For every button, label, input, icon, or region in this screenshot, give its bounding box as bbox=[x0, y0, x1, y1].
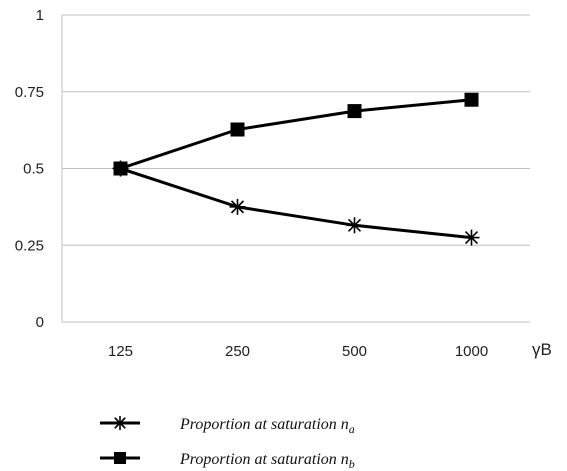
y-tick-label: 0.25 bbox=[15, 237, 44, 254]
y-tick-label: 0 bbox=[36, 314, 44, 331]
grid-lines bbox=[61, 14, 530, 323]
x-tick-label: 500 bbox=[342, 343, 367, 360]
x-axis-label: γB bbox=[532, 340, 552, 359]
series-group bbox=[112, 92, 480, 246]
x-tick-labels: 125 250 500 1000 bbox=[108, 343, 488, 360]
y-tick-labels: 0 0.25 0.5 0.75 1 bbox=[15, 7, 44, 331]
data-point-square bbox=[230, 122, 245, 137]
legend-label: Proportion at saturation nb bbox=[179, 451, 355, 471]
data-point-square bbox=[347, 104, 362, 119]
legend: Proportion at saturation na Proportion at… bbox=[100, 416, 355, 471]
data-point-square bbox=[113, 161, 128, 176]
legend-label: Proportion at saturation na bbox=[179, 416, 355, 436]
legend-marker-square bbox=[114, 452, 126, 464]
data-point-asterisk bbox=[463, 229, 480, 246]
y-tick-label: 0.75 bbox=[15, 84, 44, 101]
y-tick-label: 0.5 bbox=[23, 161, 44, 178]
x-tick-label: 250 bbox=[225, 343, 250, 360]
x-tick-label: 1000 bbox=[455, 343, 488, 360]
data-point-asterisk bbox=[229, 198, 246, 215]
data-point-square bbox=[464, 92, 479, 107]
x-tick-label: 125 bbox=[108, 343, 133, 360]
legend-marker-asterisk bbox=[113, 416, 127, 430]
series-line-2 bbox=[120, 98, 472, 170]
data-point-asterisk bbox=[346, 217, 363, 234]
series-line-1 bbox=[120, 167, 472, 240]
y-tick-label: 1 bbox=[36, 7, 44, 24]
